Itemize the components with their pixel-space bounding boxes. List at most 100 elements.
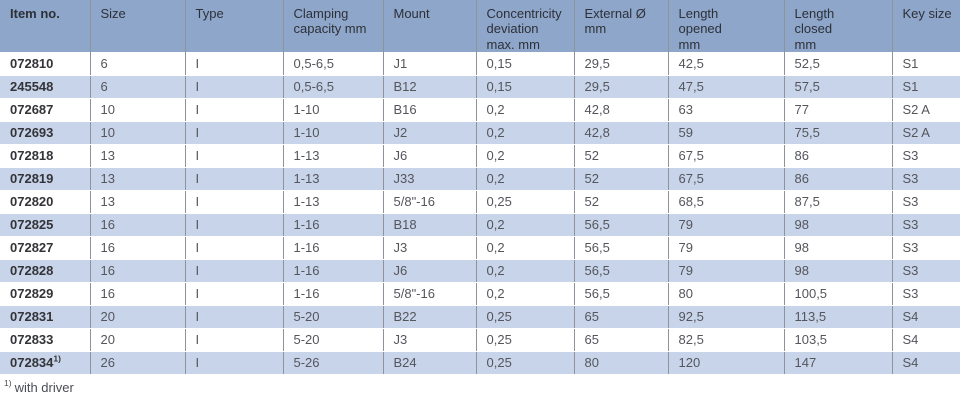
data-cell: 87,5: [784, 190, 893, 214]
data-cell: I: [185, 305, 284, 329]
data-cell: I: [185, 75, 284, 99]
data-cell: 16: [90, 213, 186, 237]
column-header-concentricity-deviation: Concentricity deviation max. mm: [476, 0, 575, 52]
column-header-size: Size: [90, 0, 186, 52]
data-cell: 52: [574, 190, 669, 214]
data-cell: 65: [574, 305, 669, 329]
data-cell: J3: [383, 328, 477, 352]
data-cell: 13: [90, 190, 186, 214]
column-header-length-closed: Length closed mm: [784, 0, 893, 52]
data-cell: 56,5: [574, 236, 669, 260]
data-cell: 65: [574, 328, 669, 352]
data-cell: I: [185, 259, 284, 283]
item-no-cell: 072820: [0, 190, 91, 214]
data-cell: 13: [90, 144, 186, 168]
item-no-cell: 072687: [0, 98, 91, 122]
data-cell: 16: [90, 236, 186, 260]
data-cell: J1: [383, 52, 477, 76]
data-cell: 98: [784, 236, 893, 260]
data-cell: 1-16: [283, 282, 384, 306]
data-cell: 16: [90, 259, 186, 283]
data-cell: 0,5-6,5: [283, 75, 384, 99]
data-cell: 0,2: [476, 144, 575, 168]
item-no-cell: 072828: [0, 259, 91, 283]
data-cell: 0,5-6,5: [283, 52, 384, 76]
data-cell: 5/8"-16: [383, 190, 477, 214]
column-header-mount: Mount: [383, 0, 477, 52]
data-cell: 0,15: [476, 52, 575, 76]
data-cell: 5-20: [283, 328, 384, 352]
data-cell: 10: [90, 121, 186, 145]
data-cell: 5-26: [283, 351, 384, 375]
data-cell: 103,5: [784, 328, 893, 352]
data-cell: 98: [784, 213, 893, 237]
data-cell: S4: [892, 351, 960, 375]
data-cell: 1-16: [283, 236, 384, 260]
data-cell: S1: [892, 75, 960, 99]
item-no-cell: 245548: [0, 75, 91, 99]
data-cell: 5-20: [283, 305, 384, 329]
data-cell: 75,5: [784, 121, 893, 145]
column-header-clamping-capacity: Clamping capacity mm: [283, 0, 384, 52]
data-cell: 1-16: [283, 259, 384, 283]
data-cell: 29,5: [574, 52, 669, 76]
data-cell: 5/8"-16: [383, 282, 477, 306]
table-row: 072829 16 I 1-16 5/8"-16 0,2 56,5 80 100,5 S3: [0, 282, 960, 306]
item-no-cell: 0728341): [0, 351, 91, 375]
data-cell: 79: [668, 236, 785, 260]
data-cell: 6: [90, 75, 186, 99]
table-row: 245548 6 I 0,5-6,5 B12 0,15 29,5 47,5 57,5 S1: [0, 75, 960, 99]
item-no-cell: 072829: [0, 282, 91, 306]
data-cell: 1-13: [283, 190, 384, 214]
data-cell: S3: [892, 282, 960, 306]
data-cell: S3: [892, 259, 960, 283]
data-cell: I: [185, 121, 284, 145]
table-body: 072810 6 I 0,5-6,5 J1 0,15 29,5 42,5 52,5 S1 24554…: [0, 52, 960, 375]
table-row: 072828 16 I 1-16 J6 0,2 56,5 79 98 S3: [0, 259, 960, 283]
column-header-type: Type: [185, 0, 284, 52]
data-cell: 67,5: [668, 144, 785, 168]
item-no-cell: 072810: [0, 52, 91, 76]
data-cell: 0,2: [476, 282, 575, 306]
data-cell: 120: [668, 351, 785, 375]
data-cell: 20: [90, 328, 186, 352]
table-row: 072820 13 I 1-13 5/8"-16 0,25 52 68,5 87,5 S3: [0, 190, 960, 214]
data-cell: I: [185, 213, 284, 237]
data-cell: I: [185, 167, 284, 191]
header-row: Item no. Size Type Clamping capacity mm …: [0, 0, 960, 52]
table-row: 072819 13 I 1-13 J33 0,2 52 67,5 86 S3: [0, 167, 960, 191]
footnote-text: with driver: [14, 379, 74, 395]
item-no-cell: 072831: [0, 305, 91, 329]
data-cell: I: [185, 328, 284, 352]
item-no-cell: 072825: [0, 213, 91, 237]
data-cell: 147: [784, 351, 893, 375]
data-cell: 1-16: [283, 213, 384, 237]
data-cell: 16: [90, 282, 186, 306]
data-cell: 0,2: [476, 259, 575, 283]
data-cell: 0,15: [476, 75, 575, 99]
data-cell: 1-10: [283, 98, 384, 122]
data-cell: S2 A: [892, 98, 960, 122]
data-cell: 42,8: [574, 121, 669, 145]
data-cell: S4: [892, 328, 960, 352]
data-cell: J6: [383, 144, 477, 168]
footnote-marker: 1): [4, 378, 12, 389]
column-header-length-opened: Length opened mm: [668, 0, 785, 52]
data-cell: 29,5: [574, 75, 669, 99]
data-cell: I: [185, 98, 284, 122]
data-cell: 0,2: [476, 98, 575, 122]
table-row: 072831 20 I 5-20 B22 0,25 65 92,5 113,5 S4: [0, 305, 960, 329]
data-cell: 100,5: [784, 282, 893, 306]
data-cell: 86: [784, 167, 893, 191]
data-cell: 42,8: [574, 98, 669, 122]
data-cell: 0,2: [476, 236, 575, 260]
data-cell: 79: [668, 259, 785, 283]
data-cell: 52: [574, 167, 669, 191]
table-row: 072833 20 I 5-20 J3 0,25 65 82,5 103,5 S4: [0, 328, 960, 352]
data-cell: 1-13: [283, 144, 384, 168]
table-row: 072810 6 I 0,5-6,5 J1 0,15 29,5 42,5 52,5 S1: [0, 52, 960, 76]
data-cell: 92,5: [668, 305, 785, 329]
table-row: 0728341) 26 I 5-26 B24 0,25 80 120 147 S4: [0, 351, 960, 375]
data-cell: 1-10: [283, 121, 384, 145]
